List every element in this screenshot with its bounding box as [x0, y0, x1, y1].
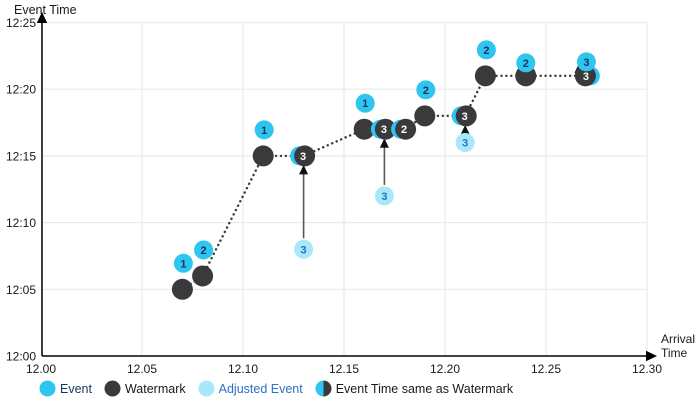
marker-number: 1 [261, 125, 267, 137]
event-marker [476, 40, 496, 60]
marker-number: 3 [301, 244, 307, 256]
marker-number: 1 [180, 258, 186, 270]
marker-number: 2 [401, 124, 407, 136]
watermark-dot [474, 65, 496, 87]
tick-label: 12.25 [531, 362, 561, 376]
tick-label: 12.10 [228, 362, 258, 376]
tick-label: 12:20 [6, 83, 36, 97]
y-axis-title: Event Time [14, 3, 77, 17]
legend-item-same-as-watermark: Event Time same as Watermark [315, 380, 513, 397]
tick-label: 12.15 [329, 362, 359, 376]
same-as-watermark-marker [374, 118, 396, 140]
event-marker [576, 52, 596, 72]
tick-label: 12:25 [6, 16, 36, 30]
tick-label: 12:15 [6, 149, 36, 163]
marker-number: 2 [483, 45, 489, 57]
marker-number: 2 [201, 245, 207, 257]
same-as-watermark-marker [294, 145, 316, 167]
same-as-watermark-marker [574, 65, 596, 87]
event-marker [173, 253, 193, 273]
watermark-circle-icon [104, 380, 121, 397]
tick-label: 12:00 [6, 350, 36, 364]
legend-item-watermark: Watermark [104, 380, 186, 397]
x-axis-arrow-icon [646, 350, 657, 362]
adjustment-arrow-head-icon [379, 138, 389, 148]
marker-number: 3 [462, 138, 468, 150]
legend-label-watermark: Watermark [124, 381, 186, 396]
tick-label: 12.00 [26, 362, 56, 376]
adjustment-arrow-head-icon [299, 164, 309, 175]
marker-number: 3 [462, 111, 468, 123]
marker-number: 2 [523, 58, 529, 70]
adjustment-arrow-head-icon [460, 124, 470, 135]
adjusted-event-marker [455, 133, 475, 153]
half-circle-icon [315, 380, 332, 397]
tick-label: 12:05 [6, 283, 36, 297]
legend-label-adjusted-event: Adjusted Event [218, 381, 303, 396]
y-axis-arrow-icon [36, 12, 48, 23]
tick-label: 12.20 [430, 362, 460, 376]
x-axis-title-line2: Time [661, 346, 688, 360]
event-marker [516, 53, 536, 73]
adjusted-event-marker [374, 186, 394, 206]
marker-number: 1 [362, 98, 368, 110]
marker-number: 2 [423, 85, 429, 97]
marker-number: 3 [583, 71, 589, 83]
adjusted-event-marker [294, 239, 314, 259]
marker-number: 3 [381, 124, 387, 136]
event-marker [194, 240, 214, 260]
event-marker [254, 120, 274, 140]
marker-number: 3 [381, 191, 387, 203]
x-axis-title: Arrival Time [661, 332, 695, 360]
event-circle-icon [39, 380, 56, 397]
marker-number: 3 [300, 151, 306, 163]
watermark-dot [252, 145, 274, 167]
tick-label: 12.30 [632, 362, 662, 376]
legend-label-event: Event [60, 381, 92, 396]
watermark-dot [414, 105, 436, 127]
legend-item-adjusted-event: Adjusted Event [198, 380, 303, 397]
same-as-watermark-marker [395, 118, 417, 140]
adjusted-event-circle-icon [198, 380, 215, 397]
legend: Event Watermark Adjusted Event Event Tim… [39, 380, 513, 397]
tick-label: 12.05 [127, 362, 157, 376]
legend-label-same-as-watermark: Event Time same as Watermark [335, 381, 514, 396]
watermark-dot [353, 118, 375, 140]
marker-number: 3 [583, 57, 589, 69]
event-marker [416, 80, 436, 100]
tick-label: 12:10 [6, 216, 36, 230]
watermark-dot [171, 278, 193, 300]
same-as-watermark-marker [455, 105, 477, 127]
event-marker [355, 93, 375, 113]
x-axis-title-line1: Arrival [661, 332, 696, 346]
watermark-dot [192, 265, 214, 287]
legend-item-event: Event [39, 380, 92, 397]
